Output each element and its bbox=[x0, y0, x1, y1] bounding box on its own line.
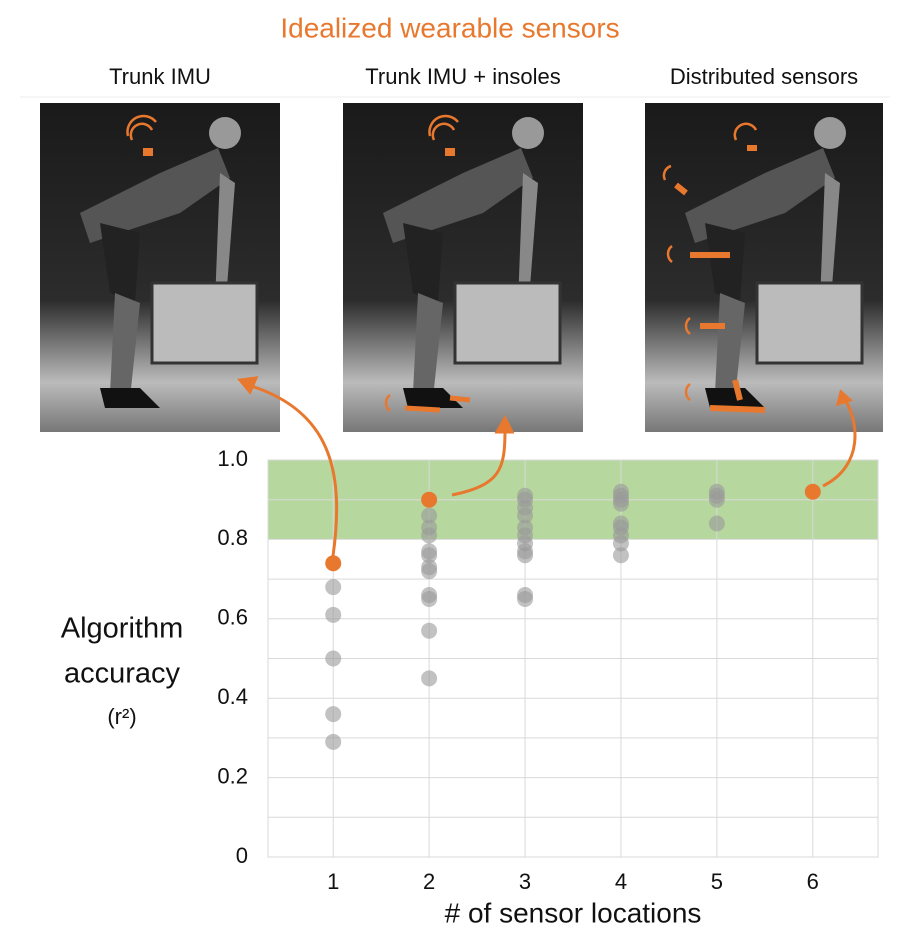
title: Idealized wearable sensors bbox=[280, 12, 619, 43]
y-tick-label: 0.6 bbox=[217, 605, 248, 630]
plot: 0 0.2 0.4 0.6 0.8 1.0 1 2 3 4 5 6 bbox=[217, 446, 878, 894]
point bbox=[421, 492, 437, 508]
image-label: Trunk IMU bbox=[109, 64, 211, 89]
x-axis-label: # of sensor locations bbox=[445, 897, 702, 928]
point bbox=[613, 496, 629, 512]
point bbox=[325, 579, 341, 595]
y-tick-label: 0.8 bbox=[217, 525, 248, 550]
point bbox=[325, 706, 341, 722]
point bbox=[325, 651, 341, 667]
point bbox=[325, 734, 341, 750]
y-tick-label: 1.0 bbox=[217, 446, 248, 471]
y-axis-label: Algorithm bbox=[61, 613, 184, 645]
x-tick-label: 2 bbox=[423, 869, 435, 894]
image-label: Distributed sensors bbox=[670, 64, 858, 89]
x-tick-label: 4 bbox=[615, 869, 627, 894]
point bbox=[613, 547, 629, 563]
point bbox=[421, 623, 437, 639]
x-tick-label: 5 bbox=[711, 869, 723, 894]
x-tick-label: 6 bbox=[807, 869, 819, 894]
point bbox=[421, 527, 437, 543]
photo bbox=[645, 103, 883, 432]
point bbox=[421, 563, 437, 579]
y-axis-label: accuracy bbox=[64, 658, 181, 690]
x-tick-label: 1 bbox=[327, 869, 339, 894]
point bbox=[709, 516, 725, 532]
point bbox=[709, 492, 725, 508]
point bbox=[325, 555, 341, 571]
y-tick-label: 0 bbox=[236, 843, 248, 868]
photo bbox=[343, 103, 583, 432]
figure: Idealized wearable sensors Trunk IMU Tru… bbox=[0, 0, 900, 936]
y-tick-label: 0.4 bbox=[217, 684, 248, 709]
y-axis-label: (r²) bbox=[107, 704, 136, 729]
point bbox=[805, 484, 821, 500]
point bbox=[517, 547, 533, 563]
point bbox=[421, 591, 437, 607]
y-tick-label: 0.2 bbox=[217, 763, 248, 788]
point bbox=[517, 591, 533, 607]
point bbox=[421, 670, 437, 686]
x-tick-label: 3 bbox=[519, 869, 531, 894]
image-label: Trunk IMU + insoles bbox=[365, 64, 560, 89]
point bbox=[325, 607, 341, 623]
